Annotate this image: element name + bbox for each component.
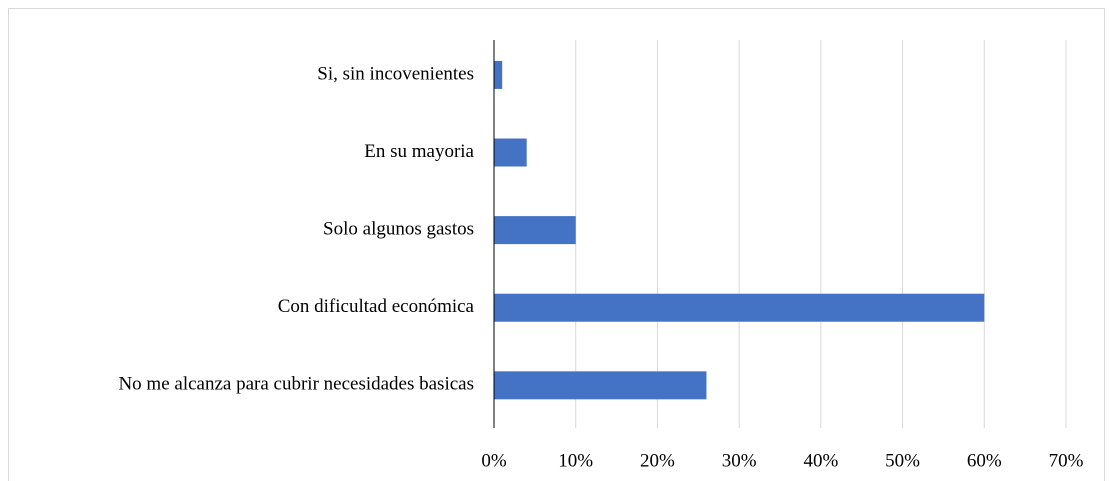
x-tick-label: 0%	[481, 450, 507, 471]
x-tick-label: 40%	[803, 450, 838, 471]
x-tick-label: 20%	[640, 450, 675, 471]
bar	[494, 216, 576, 245]
chart-frame	[8, 8, 1105, 481]
bar	[494, 60, 503, 89]
x-tick-label: 60%	[967, 450, 1002, 471]
bar	[494, 138, 527, 167]
y-tick-label: Solo algunos gastos	[323, 218, 474, 239]
y-tick-label: No me alcanza para cubrir necesidades ba…	[118, 374, 474, 395]
y-tick-label: En su mayoria	[364, 141, 474, 162]
y-tick-label: Si, sin incovenientes	[317, 63, 474, 84]
y-tick-label: Con dificultad económica	[278, 296, 475, 317]
bar	[494, 293, 985, 322]
x-tick-label: 10%	[558, 450, 593, 471]
x-tick-label: 50%	[885, 450, 920, 471]
x-tick-label: 30%	[722, 450, 757, 471]
bar	[494, 371, 707, 400]
x-tick-label: 70%	[1049, 450, 1084, 471]
